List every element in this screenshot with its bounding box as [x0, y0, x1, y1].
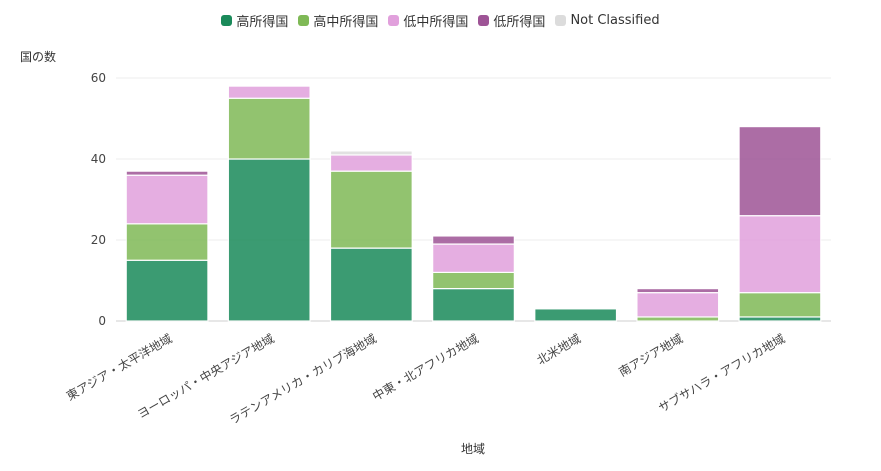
legend-item[interactable]: Not Classified	[555, 11, 660, 30]
legend-label: 高中所得国	[313, 15, 379, 30]
bar-segment	[227, 85, 311, 99]
legend-swatch	[478, 15, 490, 26]
x-tick-label: 東アジア・太平洋地域	[64, 331, 175, 404]
bar-segment	[432, 243, 515, 274]
x-tick-label: 南アジア地域	[616, 331, 685, 380]
legend-label: 低中所得国	[403, 15, 469, 30]
y-axis-label: 国の数	[20, 50, 57, 64]
bar-segment	[738, 125, 822, 217]
y-tick-label: 40	[91, 152, 106, 166]
bar-segment	[636, 292, 720, 318]
bar-segment	[534, 308, 618, 322]
y-tick-label: 20	[91, 233, 106, 247]
bar-segment	[738, 316, 822, 322]
bar-segment	[329, 170, 413, 249]
bar-segment	[227, 97, 311, 160]
legend-swatch	[555, 15, 567, 26]
legend-label: Not Classified	[570, 13, 660, 28]
bar-segment	[125, 174, 209, 225]
x-axis-label: 地域	[460, 442, 485, 456]
bar-segment	[432, 288, 515, 322]
bar-segment	[738, 292, 822, 318]
bar-segment	[329, 150, 413, 156]
bar-segment	[125, 259, 209, 322]
bar-segment	[432, 235, 515, 245]
legend-swatch	[298, 15, 310, 26]
legend-item[interactable]: 低中所得国	[388, 11, 468, 30]
bar-segment	[227, 158, 311, 322]
bar-segment	[432, 271, 515, 290]
bar-segment	[329, 154, 413, 172]
legend-label: 低所得国	[493, 15, 546, 30]
bar-segment	[636, 316, 720, 322]
y-tick-label: 0	[98, 314, 106, 328]
bar-segment	[738, 215, 822, 294]
chart-legend: 高所得国 高中所得国 低中所得国 低所得国 Not Classified	[0, 11, 881, 30]
bar-segment	[329, 247, 413, 322]
legend-item[interactable]: 低所得国	[478, 11, 545, 30]
legend-item[interactable]: 高中所得国	[298, 11, 378, 30]
legend-swatch	[388, 15, 400, 26]
x-tick-label: 北米地域	[535, 331, 584, 367]
bar-segment	[125, 170, 209, 176]
legend-label: 高所得国	[236, 15, 289, 30]
y-tick-label: 60	[91, 71, 106, 85]
bar-segment	[125, 223, 209, 261]
bar-segment	[636, 288, 720, 294]
legend-swatch	[221, 15, 233, 26]
x-tick-label: 中東・北アフリカ地域	[370, 331, 481, 404]
legend-item[interactable]: 高所得国	[221, 11, 288, 30]
